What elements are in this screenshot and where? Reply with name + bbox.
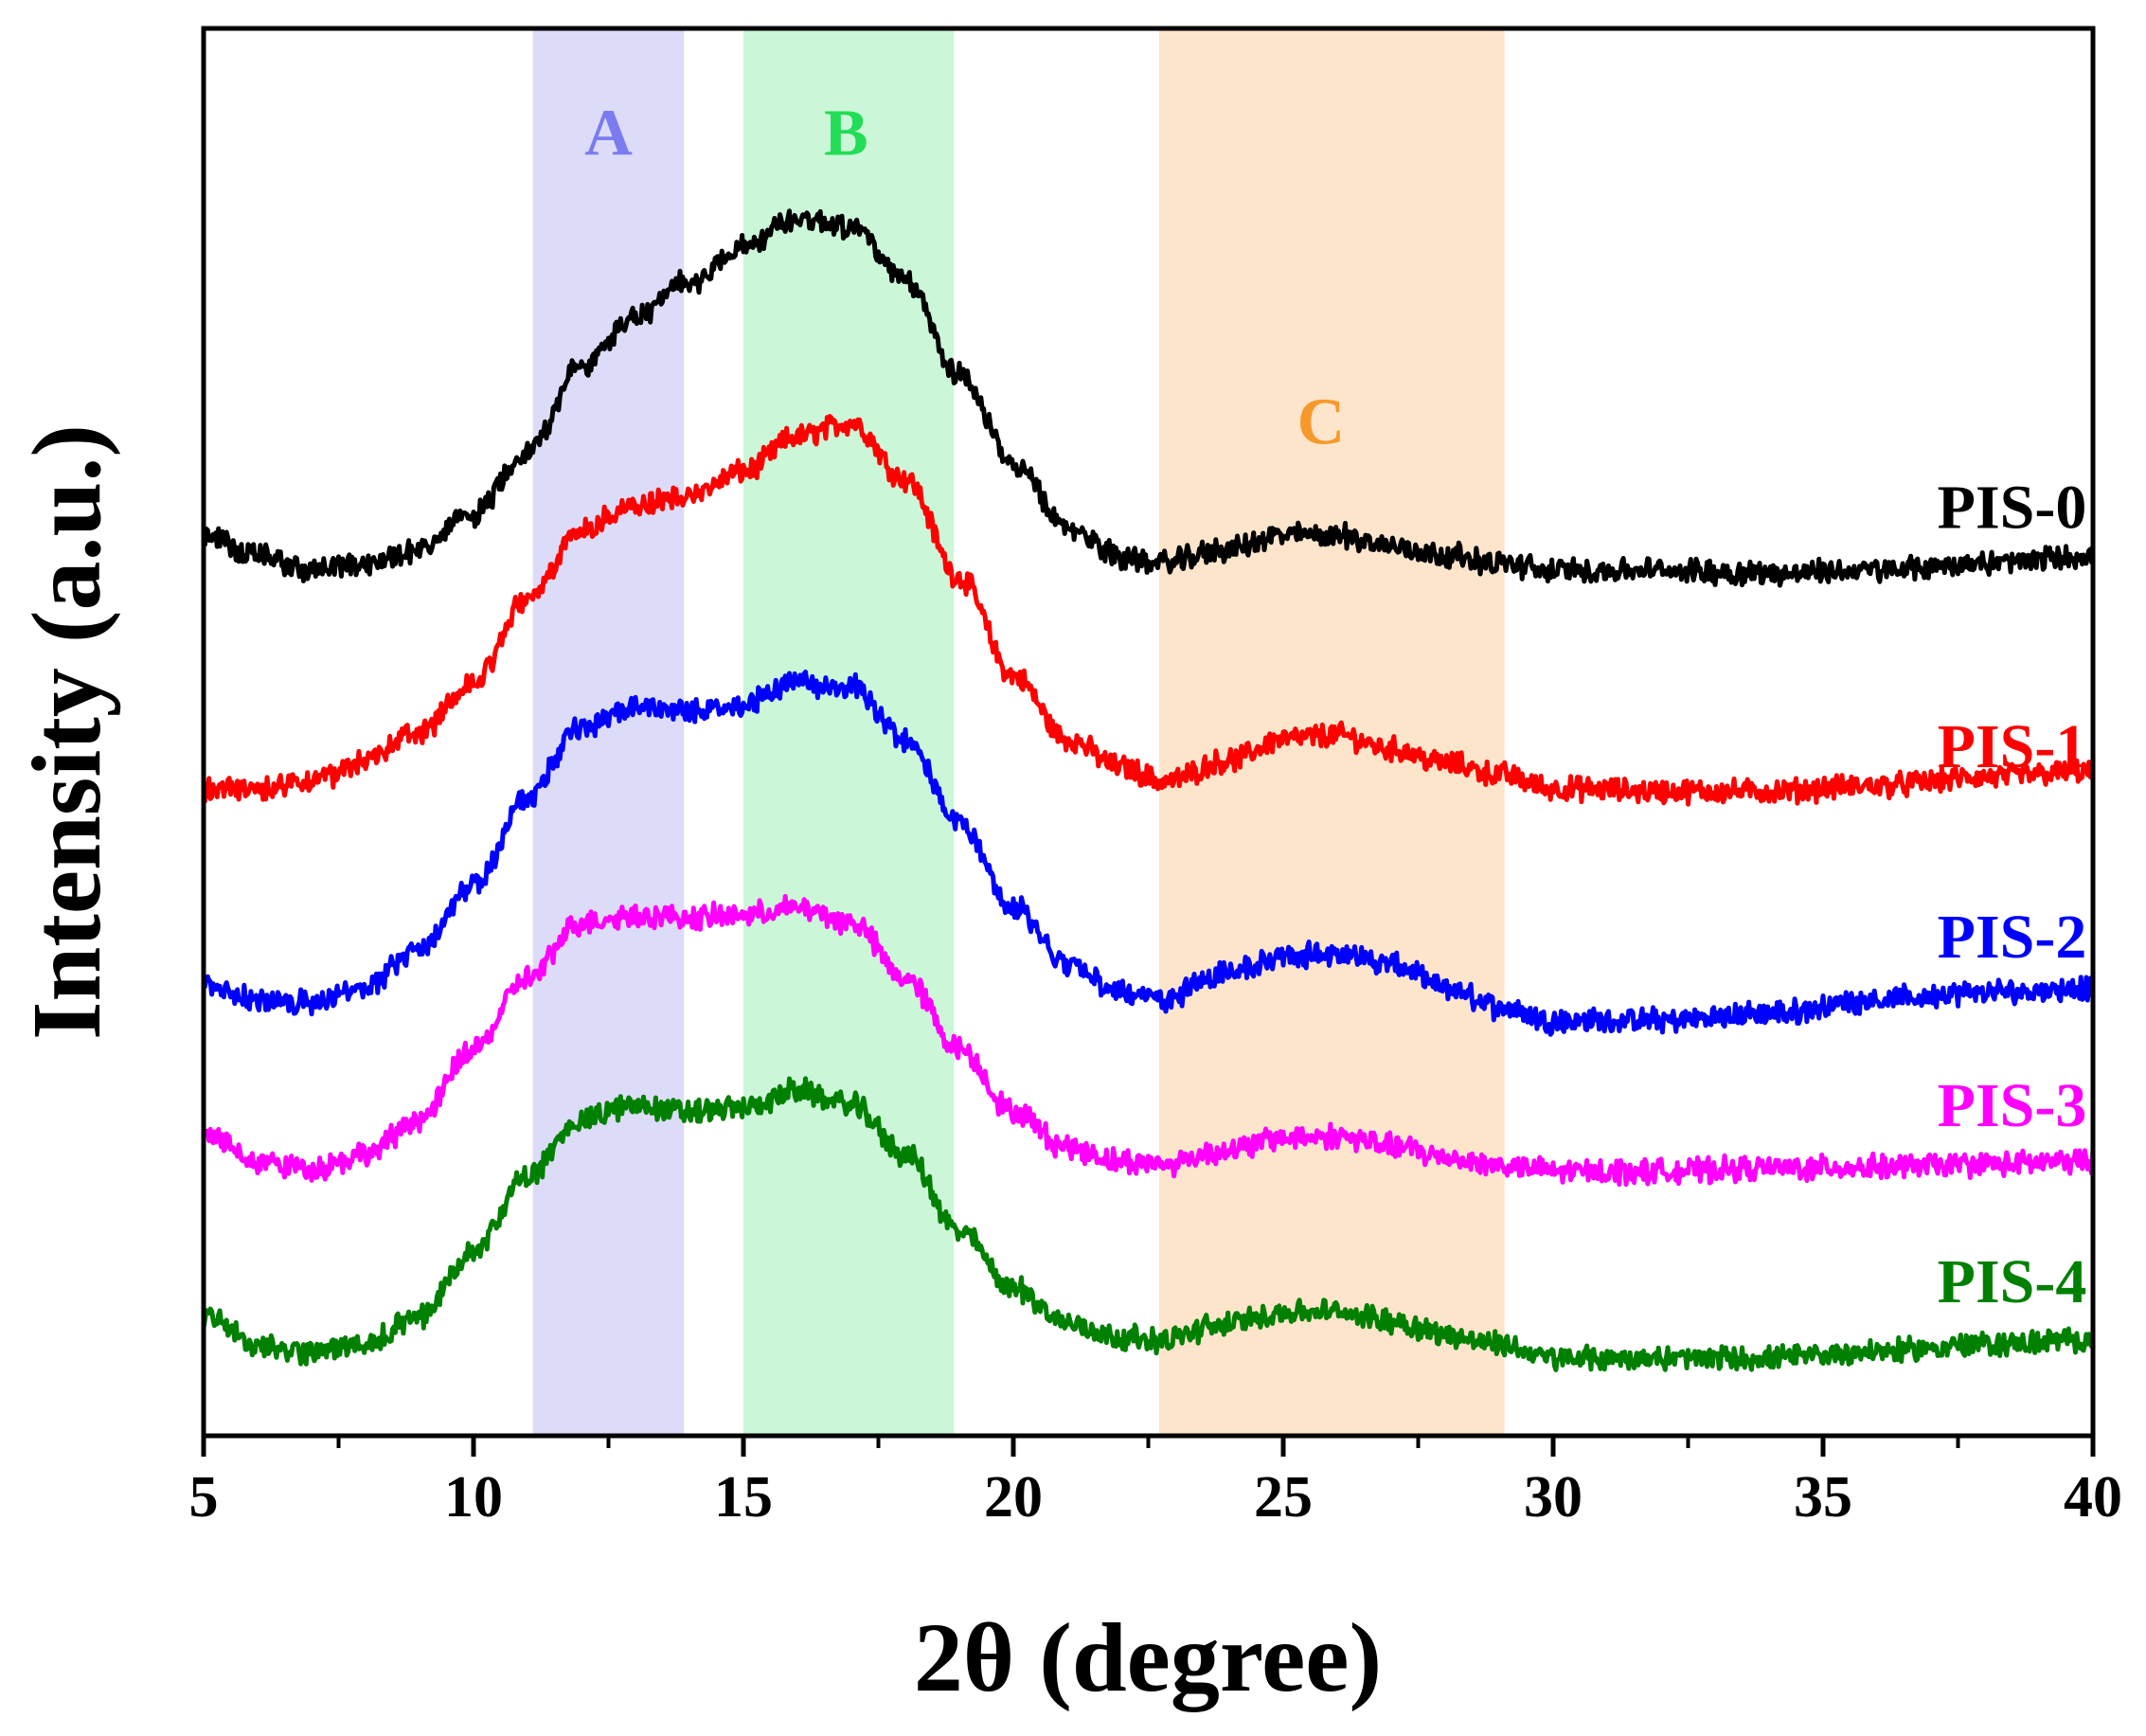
x-tick-label: 15 <box>714 1465 773 1530</box>
x-tick-label: 40 <box>2064 1465 2122 1530</box>
x-tick-label: 5 <box>189 1465 219 1530</box>
series-line-pis-0 <box>201 208 2096 588</box>
labels-layer: A B C PIS-0 PIS-1 PIS-2 PIS-3 PIS-4 <box>584 98 2086 1316</box>
series-label-pis-4: PIS-4 <box>1938 1247 2087 1316</box>
ticks-layer: 5 10 15 20 25 30 35 40 <box>189 1436 2122 1530</box>
series-line-pis-4 <box>201 1076 2096 1372</box>
x-tick-label: 35 <box>1794 1465 1852 1530</box>
series-line-pis-1 <box>201 414 2096 807</box>
x-axis-title: 2θ (degree) <box>914 1603 1382 1712</box>
series-label-pis-1: PIS-1 <box>1938 712 2087 781</box>
x-tick-label: 25 <box>1254 1465 1313 1530</box>
bands-layer <box>532 28 1505 1436</box>
band-label-c: C <box>1297 385 1346 458</box>
series-layer <box>201 208 2096 1372</box>
x-tick-label: 30 <box>1524 1465 1583 1530</box>
band-a <box>532 28 685 1436</box>
y-axis-title: Intensity (a.u.) <box>12 424 121 1040</box>
band-b <box>743 28 955 1436</box>
band-label-b: B <box>824 98 868 170</box>
series-line-pis-2 <box>201 670 2096 1037</box>
band-label-a: A <box>584 98 633 170</box>
series-label-pis-3: PIS-3 <box>1938 1071 2087 1140</box>
x-tick-label: 10 <box>444 1465 503 1530</box>
x-tick-label: 20 <box>984 1465 1043 1530</box>
series-line-pis-3 <box>202 894 2096 1188</box>
series-label-pis-0: PIS-0 <box>1938 474 2087 543</box>
series-label-pis-2: PIS-2 <box>1938 903 2087 972</box>
